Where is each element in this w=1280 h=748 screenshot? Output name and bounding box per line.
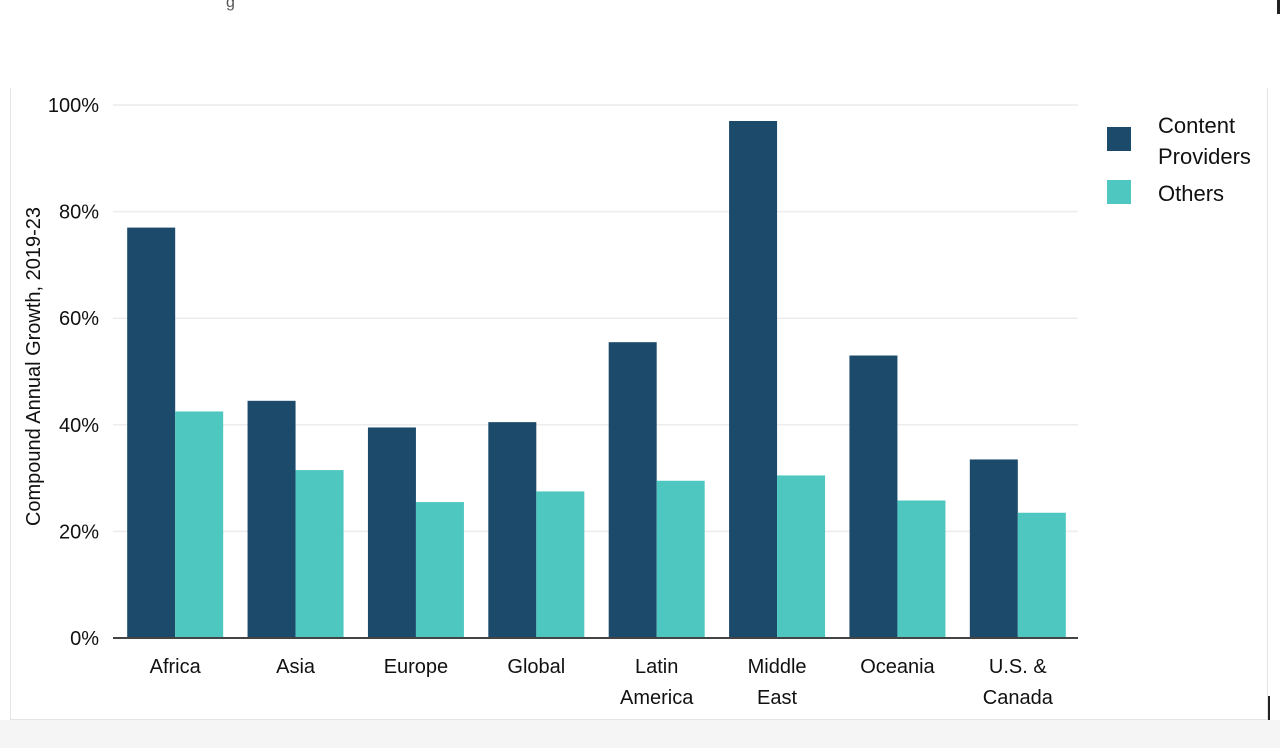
bar-content-providers bbox=[969, 459, 1018, 638]
x-tick-label: Asia bbox=[276, 656, 316, 678]
x-tick-label: Canada bbox=[983, 687, 1054, 709]
x-tick-label: Middle bbox=[748, 656, 807, 678]
bar-others bbox=[295, 470, 344, 638]
bar-content-providers bbox=[247, 400, 296, 638]
y-tick-label: 40% bbox=[59, 415, 99, 437]
bar-content-providers bbox=[608, 342, 657, 638]
x-tick-label: America bbox=[620, 687, 694, 709]
bar-content-providers bbox=[127, 227, 176, 638]
x-tick-label: Europe bbox=[384, 656, 449, 678]
legend-label: Others bbox=[1158, 181, 1224, 206]
top-band: g bbox=[0, 0, 1280, 90]
bar-others bbox=[897, 500, 946, 638]
bar-others bbox=[777, 475, 826, 638]
bar-content-providers bbox=[488, 422, 537, 638]
bar-others bbox=[415, 502, 464, 638]
bar-others bbox=[536, 491, 585, 638]
x-tick-label: Global bbox=[507, 656, 565, 678]
y-tick-label: 80% bbox=[59, 202, 99, 224]
legend-label: Content bbox=[1158, 113, 1235, 138]
y-tick-label: 100% bbox=[48, 95, 99, 117]
x-tick-label: East bbox=[757, 687, 797, 709]
x-tick-label: Oceania bbox=[860, 656, 935, 678]
bar-content-providers bbox=[367, 427, 416, 638]
x-tick-label: U.S. & bbox=[989, 656, 1047, 678]
top-crumb-text: g bbox=[226, 0, 235, 11]
x-tick-label: Latin bbox=[635, 656, 678, 678]
y-axis-label: Compound Annual Growth, 2019-23 bbox=[23, 207, 45, 526]
y-tick-label: 60% bbox=[59, 308, 99, 330]
y-tick-label: 0% bbox=[70, 628, 99, 650]
bar-others bbox=[175, 411, 224, 638]
legend-swatch-others bbox=[1107, 180, 1131, 204]
y-tick-label: 20% bbox=[59, 521, 99, 543]
bottom-band bbox=[0, 720, 1280, 748]
bar-content-providers bbox=[729, 120, 778, 639]
x-tick-label: Africa bbox=[150, 656, 202, 678]
bar-others bbox=[656, 480, 705, 638]
bar-content-providers bbox=[849, 355, 898, 638]
legend-label: Providers bbox=[1158, 144, 1251, 169]
window-edge-top bbox=[1277, 0, 1280, 14]
bar-others bbox=[1017, 512, 1066, 638]
legend-swatch-content-providers bbox=[1107, 127, 1131, 151]
window-edge-bottom bbox=[1268, 696, 1270, 722]
